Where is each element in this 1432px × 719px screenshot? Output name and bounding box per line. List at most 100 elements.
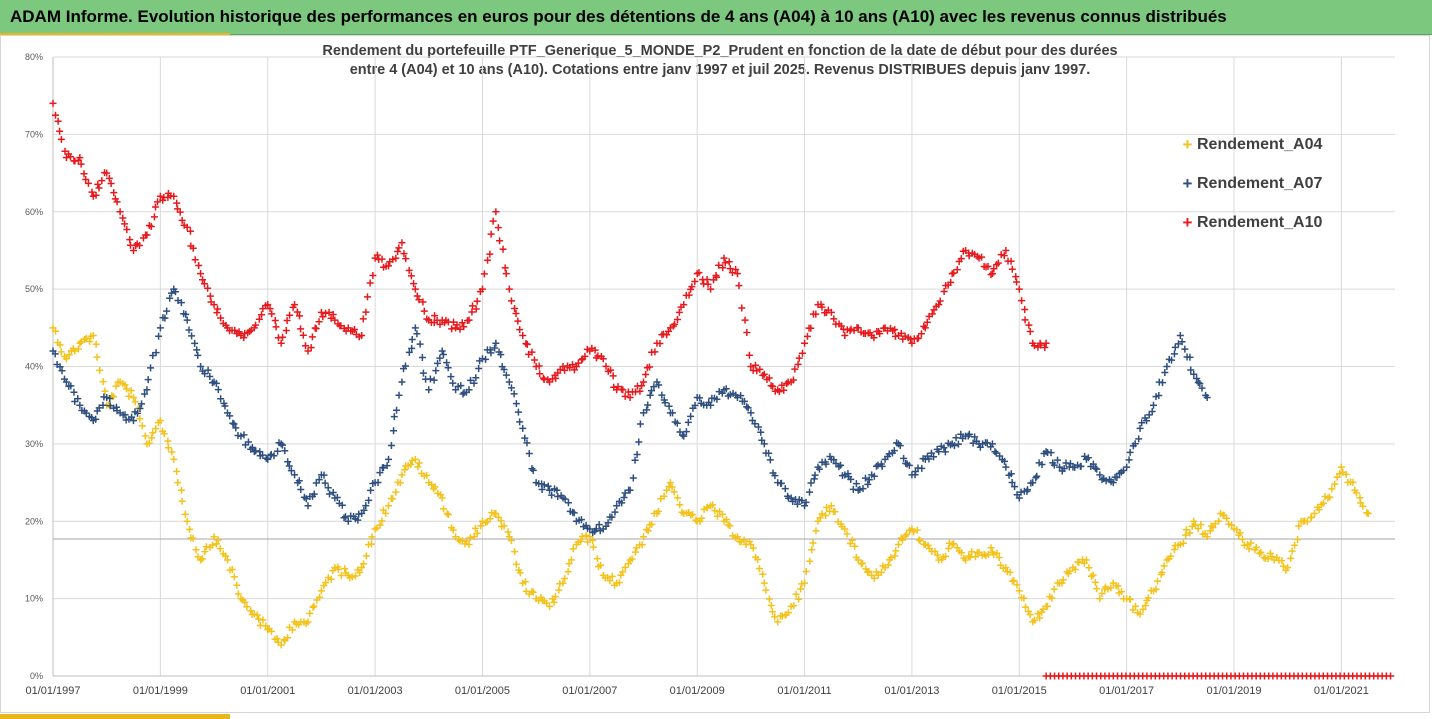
marker-a04 [577, 537, 585, 545]
marker-a07 [635, 438, 643, 446]
marker-a04 [569, 545, 577, 553]
marker-a04 [769, 608, 777, 616]
marker-a04 [52, 327, 60, 335]
marker-a10 [591, 346, 599, 354]
marker-a04 [864, 568, 872, 576]
marker-a07 [95, 404, 103, 412]
marker-a10 [978, 253, 986, 261]
marker-a04 [1228, 521, 1236, 529]
marker-a07 [718, 389, 726, 397]
marker-a07 [751, 420, 759, 428]
marker-a10 [891, 326, 899, 334]
marker-a10 [1021, 316, 1029, 324]
marker-a07 [1042, 448, 1050, 456]
marker-a07 [472, 374, 480, 382]
marker-a04 [183, 517, 191, 525]
marker-a10 [990, 265, 998, 273]
marker-a04 [362, 552, 370, 560]
marker-a10 [505, 285, 513, 293]
marker-a07 [529, 466, 537, 474]
marker-a07 [329, 489, 337, 497]
marker-a04 [408, 456, 416, 464]
marker-a07 [1181, 345, 1189, 353]
marker-a04 [473, 529, 481, 537]
marker-a04 [465, 540, 473, 548]
marker-a10 [1000, 252, 1008, 260]
marker-a10 [154, 198, 162, 206]
marker-a04 [334, 565, 342, 573]
marker-a07 [766, 456, 774, 464]
marker-a10 [775, 388, 783, 396]
marker-a04 [1066, 567, 1074, 575]
marker-a04 [65, 351, 73, 359]
marker-a04 [401, 466, 409, 474]
marker-a04 [808, 546, 816, 554]
marker-a04 [1071, 565, 1079, 573]
marker-a04 [740, 536, 748, 544]
marker-a04 [567, 556, 575, 564]
report-title: ADAM Informe. Evolution historique des p… [10, 7, 1227, 26]
marker-a07 [546, 486, 554, 494]
marker-a04 [368, 533, 376, 541]
marker-a10 [436, 320, 444, 328]
marker-a07 [1126, 448, 1134, 456]
marker-a04 [816, 514, 824, 522]
marker-a10 [240, 334, 248, 342]
marker-a07 [696, 394, 704, 402]
marker-a07 [682, 428, 690, 436]
marker-a07 [787, 494, 795, 502]
marker-a10 [645, 363, 653, 371]
marker-a04 [823, 503, 831, 511]
marker-a07 [443, 359, 451, 367]
marker-a10 [119, 214, 127, 222]
marker-a04 [818, 510, 826, 518]
marker-a10 [431, 312, 439, 320]
y-tick-label: 80% [25, 52, 43, 62]
marker-a10 [458, 319, 466, 327]
marker-a04 [1132, 602, 1140, 610]
marker-a04 [1239, 535, 1247, 543]
marker-a04 [82, 334, 90, 342]
marker-a10 [469, 302, 477, 310]
marker-a10 [1021, 305, 1029, 313]
marker-a10 [1042, 339, 1050, 347]
y-tick-label: 60% [25, 207, 43, 217]
marker-a07 [548, 491, 556, 499]
marker-a04 [259, 616, 267, 624]
marker-a04 [631, 548, 639, 556]
marker-a07 [646, 391, 654, 399]
marker-a10 [609, 372, 617, 380]
marker-a07 [505, 378, 513, 386]
marker-a07 [1170, 350, 1178, 358]
marker-a10 [329, 311, 337, 319]
marker-a07 [166, 294, 174, 302]
marker-a10 [908, 339, 916, 347]
marker-a10 [741, 316, 749, 324]
marker-a04 [504, 528, 512, 536]
marker-a04 [127, 387, 135, 395]
marker-a04 [615, 579, 623, 587]
marker-a04 [670, 488, 678, 496]
chart-title-block: Rendement du portefeuille PTF_Generique_… [250, 42, 1190, 80]
marker-a04 [1093, 585, 1101, 593]
marker-a10 [769, 382, 777, 390]
marker-a04 [1294, 535, 1302, 543]
marker-a10 [512, 309, 520, 317]
marker-a04 [676, 501, 684, 509]
marker-a04 [138, 422, 146, 430]
marker-a07 [905, 461, 913, 469]
marker-a10 [331, 316, 339, 324]
marker-a07 [996, 452, 1004, 460]
marker-a10 [953, 266, 961, 274]
marker-a10 [210, 301, 218, 309]
marker-a04 [208, 541, 216, 549]
marker-a10 [415, 296, 423, 304]
marker-a07 [644, 401, 652, 409]
marker-a07 [631, 456, 639, 464]
marker-a04 [449, 526, 457, 534]
marker-a04 [431, 483, 439, 491]
marker-a10 [56, 127, 64, 135]
marker-a10 [170, 192, 178, 200]
marker-a04 [351, 572, 359, 580]
